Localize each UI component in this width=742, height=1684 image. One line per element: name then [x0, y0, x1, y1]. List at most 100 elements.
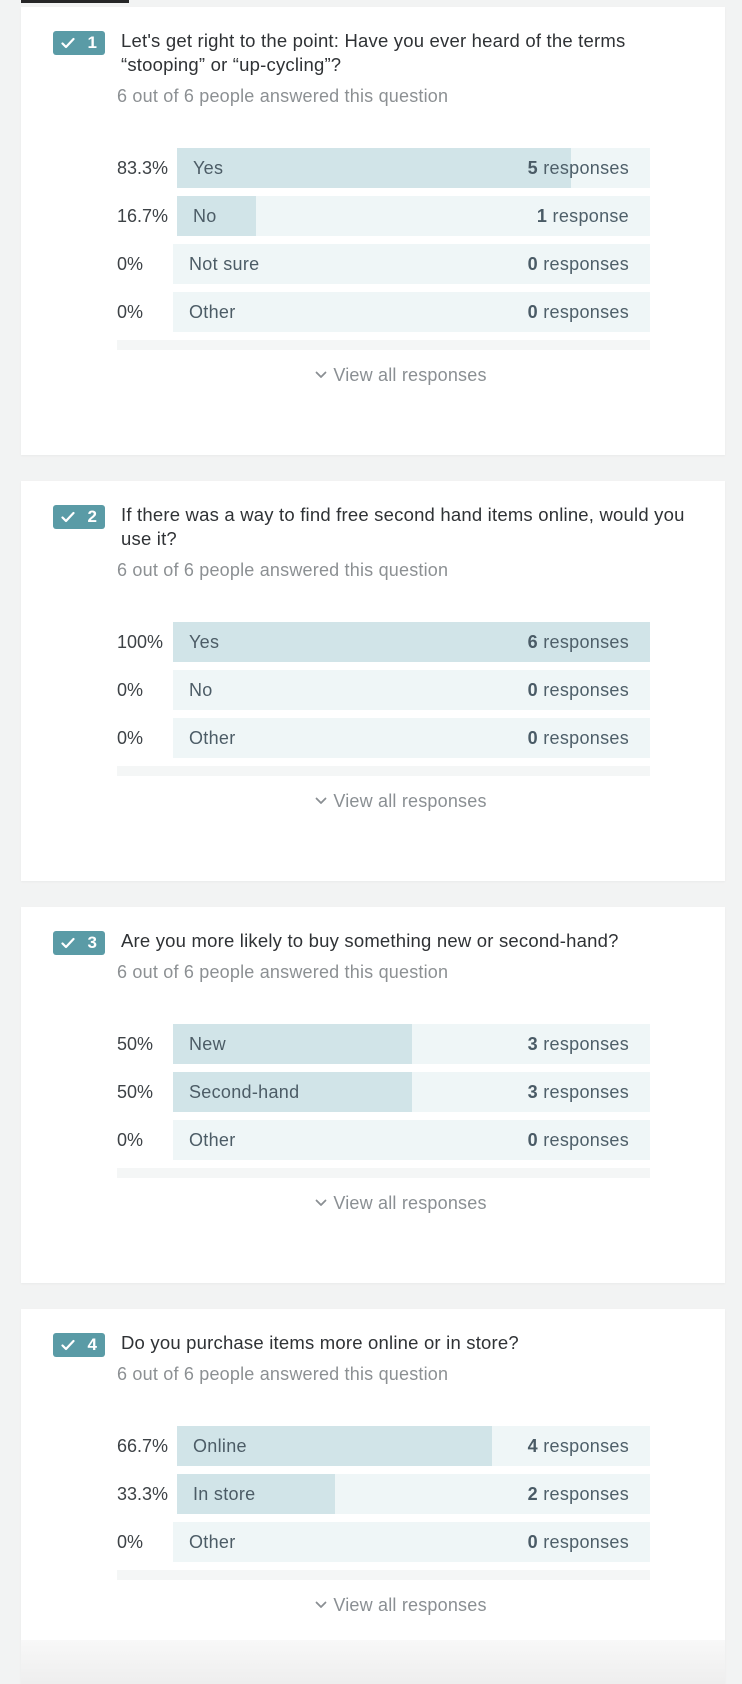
answer-percent: 0%: [117, 254, 144, 274]
answer-bar-fill: [177, 1474, 335, 1514]
answer-label: In store: [193, 1484, 256, 1504]
view-all-label: View all responses: [333, 364, 487, 385]
question-title: Let's get right to the point: Have you e…: [121, 30, 626, 75]
answer-label: Other: [189, 1130, 236, 1150]
question-card-4: 4 Do you purchase items more online or i…: [21, 1309, 725, 1684]
question-card-1: 1 Let's get right to the point: Have you…: [21, 7, 725, 455]
answered-count: 6 out of 6 people answered this question: [117, 560, 449, 580]
answer-percent: 0%: [117, 680, 144, 700]
answer-count: 3 responses: [527, 1082, 629, 1102]
answered-count: 6 out of 6 people answered this question: [117, 962, 449, 982]
answer-bar: Yes 5 responses: [177, 148, 650, 188]
answer-row: 100% Yes 6 responses: [117, 622, 650, 662]
answer-percent: 0%: [117, 728, 144, 748]
question-title: Do you purchase items more online or in …: [121, 1332, 519, 1353]
answer-label: Other: [189, 728, 236, 748]
answer-label: Yes: [189, 632, 220, 652]
answer-percent: 0%: [117, 1130, 144, 1150]
horizontal-scrollbar[interactable]: [117, 1168, 650, 1178]
answer-row: 0% Other 0 responses: [117, 718, 650, 758]
answer-label: Second-hand: [189, 1082, 300, 1102]
answer-bar-fill: [177, 196, 256, 236]
question-number-badge: 3: [53, 931, 105, 955]
answer-bar-fill: [173, 1072, 412, 1112]
answer-bar-fill: [177, 1426, 493, 1466]
answer-bar: No 1 response: [177, 196, 650, 236]
answer-label: No: [189, 680, 213, 700]
answer-count: 6 responses: [527, 632, 629, 652]
view-all-label: View all responses: [333, 1192, 487, 1213]
check-icon: [61, 937, 75, 949]
answer-percent: 100%: [117, 632, 164, 652]
answer-percent: 0%: [117, 1532, 144, 1552]
answer-bar: In store 2 responses: [177, 1474, 650, 1514]
answer-percent: 33.3%: [117, 1484, 169, 1504]
answer-count: 0 responses: [527, 1532, 629, 1552]
answer-bar-fill: [177, 148, 571, 188]
question-number: 3: [87, 933, 97, 952]
question-card-3: 3 Are you more likely to buy something n…: [21, 907, 725, 1283]
answer-label: Other: [189, 1532, 236, 1552]
page-bottom-fade: [21, 1640, 725, 1684]
question-number: 4: [87, 1335, 97, 1354]
active-tab-indicator: [21, 0, 129, 3]
answer-row: 66.7% Online 4 responses: [117, 1426, 650, 1466]
answer-count: 0 responses: [527, 728, 629, 748]
answer-row: 16.7% No 1 response: [117, 196, 650, 236]
answer-bar: No 0 responses: [173, 670, 650, 710]
answer-bar: Other 0 responses: [173, 718, 650, 758]
answer-row: 0% Other 0 responses: [117, 1120, 650, 1160]
answer-count: 0 responses: [527, 254, 629, 274]
horizontal-scrollbar[interactable]: [117, 1570, 650, 1580]
answer-bar: Online 4 responses: [177, 1426, 650, 1466]
answer-bar: Yes 6 responses: [173, 622, 650, 662]
answer-count: 3 responses: [527, 1034, 629, 1054]
answer-row: 83.3% Yes 5 responses: [117, 148, 650, 188]
answer-bar: Other 0 responses: [173, 1120, 650, 1160]
answer-row: 33.3% In store 2 responses: [117, 1474, 650, 1514]
answer-percent: 16.7%: [117, 206, 169, 226]
answer-count: 0 responses: [527, 680, 629, 700]
view-all-responses-button[interactable]: View all responses: [281, 789, 521, 813]
answer-row: 0% Not sure 0 responses: [117, 244, 650, 284]
answer-count: 5 responses: [527, 158, 629, 178]
view-all-label: View all responses: [333, 1594, 487, 1615]
answer-count: 2 responses: [527, 1484, 629, 1504]
horizontal-scrollbar[interactable]: [117, 340, 650, 350]
answered-count: 6 out of 6 people answered this question: [117, 1364, 449, 1384]
answer-row: 0% No 0 responses: [117, 670, 650, 710]
horizontal-scrollbar[interactable]: [117, 766, 650, 776]
answer-count: 0 responses: [527, 1130, 629, 1150]
view-all-label: View all responses: [333, 790, 487, 811]
question-card-2: 2 If there was a way to find free second…: [21, 481, 725, 881]
chevron-down-icon: [315, 797, 327, 804]
answered-count: 6 out of 6 people answered this question: [117, 86, 449, 106]
answer-bar-fill: [173, 622, 650, 662]
answer-label: Other: [189, 302, 236, 322]
view-all-responses-button[interactable]: View all responses: [281, 1593, 521, 1617]
answer-row: 0% Other 0 responses: [117, 292, 650, 332]
answer-percent: 50%: [117, 1034, 154, 1054]
check-icon: [61, 511, 75, 523]
answer-count: 1 response: [536, 206, 629, 226]
answer-bar: Not sure 0 responses: [173, 244, 650, 284]
chevron-down-icon: [315, 1199, 327, 1206]
answer-percent: 66.7%: [117, 1436, 169, 1456]
answer-label: New: [189, 1034, 226, 1054]
answer-label: Not sure: [189, 254, 260, 274]
answer-percent: 50%: [117, 1082, 154, 1102]
answer-percent: 0%: [117, 302, 144, 322]
answer-bar-fill: [173, 1024, 412, 1064]
chevron-down-icon: [315, 371, 327, 378]
answer-percent: 83.3%: [117, 158, 169, 178]
question-number: 2: [87, 507, 97, 526]
answer-row: 0% Other 0 responses: [117, 1522, 650, 1562]
answer-label: Yes: [193, 158, 224, 178]
view-all-responses-button[interactable]: View all responses: [281, 1191, 521, 1215]
view-all-responses-button[interactable]: View all responses: [281, 363, 521, 387]
check-icon: [61, 37, 75, 49]
answer-label: No: [193, 206, 217, 226]
answer-row: 50% New 3 responses: [117, 1024, 650, 1064]
answer-row: 50% Second-hand 3 responses: [117, 1072, 650, 1112]
question-number-badge: 2: [53, 505, 105, 529]
